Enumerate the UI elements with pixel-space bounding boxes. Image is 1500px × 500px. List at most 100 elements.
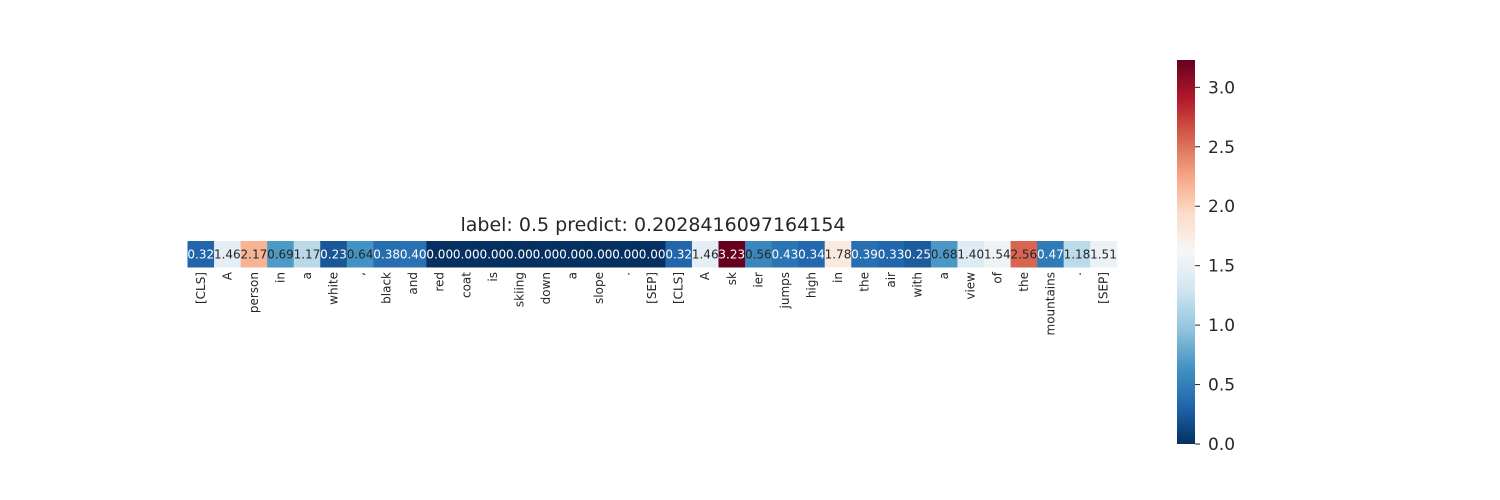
cell-value-label: 0.39 [851,247,878,261]
heatmap-cell [771,241,799,268]
heatmap-cell [798,241,826,268]
x-tick-label: in [273,272,287,283]
heatmap-cell [1037,241,1065,268]
cell-value-label: 1.46 [692,247,719,261]
x-tick-label: down [539,272,553,304]
heatmap-cell [930,241,958,268]
heatmap-cell [612,241,640,268]
heatmap-cell [426,241,454,268]
heatmap-cells: 0.32 1.46 2.17 0.69 1.17 0.23 0.64 0.38 0.40 0.00… [187,241,1118,268]
x-tick-label: air [884,272,898,288]
cell-value-label: 0.40 [400,247,427,261]
cell-value-label: 0.32 [665,247,692,261]
heatmap-cell [240,241,268,268]
cell-value-label: 0.32 [187,247,214,261]
cell-value-label: 0.00 [586,247,613,261]
colorbar-ticks: 0.0 0.5 1.0 1.5 2.0 2.5 3.0 [1195,78,1235,455]
heatmap-cell [718,241,746,268]
x-tick-label: A [698,271,712,280]
heatmap-cell [957,241,985,268]
heatmap-cell [851,241,879,268]
cell-value-label: 0.00 [639,247,666,261]
colorbar-tick-label: 3.0 [1208,78,1235,98]
x-tick-label: is [486,272,500,282]
cell-value-label: 0.38 [373,247,400,261]
x-tick-label: [CLS] [672,272,686,304]
heatmap-cell [824,241,852,268]
heatmap-cell [984,241,1012,268]
heatmap-cell [320,241,348,268]
x-tick-label: A [220,271,234,280]
x-tick-label: of [990,271,1004,283]
cell-value-label: 1.18 [1064,247,1091,261]
heatmap-cell [745,241,773,268]
x-tick-label: [CLS] [194,272,208,304]
chart-title: label: 0.5 predict: 0.2028416097164154 [460,214,845,236]
heatmap-cell [665,241,693,268]
x-tick-label: skiing [512,272,526,307]
cell-value-label: 0.68 [931,247,958,261]
colorbar-tick-label: 0.0 [1208,435,1235,455]
heatmap-cell [267,241,295,268]
cell-value-label: 0.69 [267,247,294,261]
cell-value-label: 0.00 [612,247,639,261]
cell-value-label: 0.00 [453,247,480,261]
cell-value-label: 0.34 [798,247,825,261]
x-tick-label: person [247,272,261,313]
x-tick-label: a [300,272,314,279]
heatmap-cell [399,241,427,268]
cell-value-label: 2.17 [241,247,268,261]
heatmap-cell [187,241,215,268]
cell-value-label: 2.56 [1010,247,1037,261]
x-tick-label: white [327,272,341,305]
x-tick-label: . [1070,272,1084,276]
x-tick-label: black [380,272,394,304]
x-tick-label: slope [592,272,606,304]
x-tick-label: and [406,272,420,295]
cell-value-label: 1.40 [957,247,984,261]
cell-value-label: 0.56 [745,247,772,261]
colorbar-tick-label: 2.5 [1208,138,1235,158]
x-tick-label: with [911,272,925,297]
heatmap-cell [346,241,374,268]
heatmap-cell [904,241,932,268]
x-tick-label: view [964,272,978,300]
colorbar-tick-label: 1.0 [1208,316,1235,336]
x-tick-label: sk [725,272,739,285]
colorbar: 0.0 0.5 1.0 1.5 2.0 2.5 3.0 [1177,60,1235,455]
cell-value-label: 0.64 [347,247,374,261]
cell-value-label: 0.43 [772,247,799,261]
cell-value-label: 0.00 [506,247,533,261]
heatmap-cell [373,241,401,268]
cell-value-label: 1.17 [294,247,321,261]
heatmap-cell [453,241,481,268]
cell-value-label: 0.33 [878,247,905,261]
cell-value-label: 1.78 [825,247,852,261]
cell-value-label: 0.00 [426,247,453,261]
heatmap-cell [1063,241,1091,268]
x-tick-label: a [565,272,579,279]
cell-value-label: 1.54 [984,247,1011,261]
heatmap-cell [532,241,560,268]
x-tick-label: high [804,272,818,298]
x-tick-label: mountains [1043,272,1057,336]
x-tick-label: ier [751,272,765,288]
x-tick-label: , [353,272,367,276]
cell-value-label: 0.00 [479,247,506,261]
heatmap-cell [559,241,587,268]
x-tick-label: the [1017,272,1031,292]
colorbar-tick-label: 1.5 [1208,257,1235,277]
x-tick-label: [SEP] [1096,272,1110,304]
heatmap-cell [506,241,534,268]
cell-value-label: 3.23 [718,247,745,261]
cell-value-label: 0.23 [320,247,347,261]
cell-value-label: 0.00 [533,247,560,261]
x-tick-label: the [858,272,872,292]
cell-value-label: 0.00 [559,247,586,261]
heatmap-cell [214,241,242,268]
cell-value-label: 0.25 [904,247,931,261]
x-tick-label: in [831,272,845,283]
